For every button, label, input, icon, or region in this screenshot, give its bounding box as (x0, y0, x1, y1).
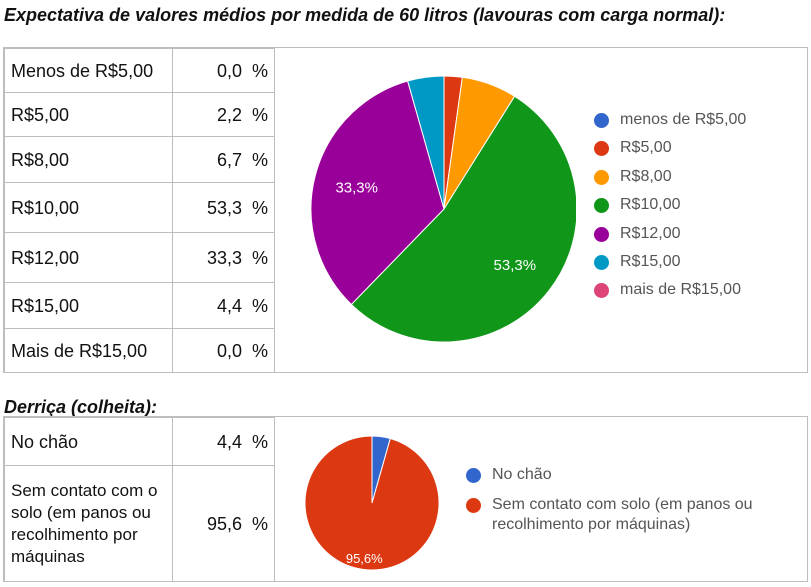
row-percent: 95,6 % (172, 465, 275, 582)
row-label: R$5,00 (4, 92, 173, 137)
pie-slice (350, 95, 576, 343)
section2-panel: No chão 4,4 % Sem contato com o solo (em… (3, 416, 808, 582)
section1-title: Expectativa de valores médios por medida… (4, 5, 726, 25)
row-percent: 4,4 % (172, 282, 275, 329)
section2-title: Derriça (colheita): (4, 397, 158, 417)
table-row: R$8,00 6,7 % (4, 136, 275, 183)
legend-item: Sem contato com solo (em panos ou recolh… (466, 496, 796, 533)
table-row: Mais de R$15,00 0,0 % (4, 328, 275, 373)
row-percent: 0,0 % (172, 328, 275, 373)
legend-item: R$10,00 (594, 196, 804, 225)
legend-item: No chão (466, 466, 796, 497)
legend-label: menos de R$5,00 (620, 111, 747, 128)
legend-label: No chão (492, 466, 552, 483)
legend-item: menos de R$5,00 (594, 111, 804, 140)
pie-slice (407, 75, 445, 210)
legend-item: R$5,00 (594, 139, 804, 168)
legend-label: R$8,00 (620, 167, 672, 185)
legend-swatch (594, 169, 609, 185)
legend-item: mais de R$15,00 (594, 281, 804, 310)
legend-item: R$8,00 (594, 167, 804, 197)
table-row: Menos de R$5,00 0,0 % (4, 48, 275, 93)
legend-label: R$15,00 (620, 252, 681, 270)
table-row: R$10,00 53,3 % (4, 182, 275, 233)
legend-swatch (594, 254, 609, 270)
legend-label: R$10,00 (620, 196, 681, 214)
row-label: R$12,00 (4, 232, 173, 283)
legend-swatch (466, 498, 481, 513)
price-pie-svg: 53,3% 33,3% (310, 75, 576, 343)
legend-swatch (466, 468, 481, 483)
slice-label: 33,3% (335, 179, 378, 196)
section1-panel: Menos de R$5,00 0,0 % R$5,00 2,2 % R$8,0… (3, 47, 808, 373)
pie-slice (310, 80, 445, 306)
row-percent: 53,3 % (172, 182, 275, 233)
slice-label: 53,3% (494, 257, 537, 274)
table-row: R$15,00 4,4 % (4, 282, 275, 329)
legend-label: R$12,00 (620, 224, 681, 242)
legend-swatch (594, 283, 609, 299)
row-label: R$8,00 (4, 136, 173, 183)
row-label: Menos de R$5,00 (4, 48, 173, 93)
slice-label: 95,6% (346, 551, 383, 566)
legend-item: R$15,00 (594, 252, 804, 282)
row-label: No chão (4, 417, 173, 466)
legend-label: R$5,00 (620, 139, 672, 157)
row-label: R$10,00 (4, 182, 173, 233)
table-row: R$12,00 33,3 % (4, 232, 275, 283)
row-label: Sem contato com o solo (em panos ou reco… (4, 465, 173, 582)
legend-item: R$12,00 (594, 224, 804, 254)
harvest-pie-chart: 95,6% No chão Sem contato com solo (em pa… (276, 417, 806, 581)
legend-swatch (594, 198, 609, 214)
row-percent: 33,3 % (172, 232, 275, 283)
harvest-table: No chão 4,4 % Sem contato com o solo (em… (4, 417, 275, 582)
row-percent: 2,2 % (172, 92, 275, 137)
legend-label: Sem contato com solo (em panos ou recolh… (492, 496, 753, 533)
legend-swatch (594, 113, 609, 128)
harvest-pie-svg: 95,6% (304, 435, 440, 571)
row-percent: 0,0 % (172, 48, 275, 93)
legend-swatch (594, 226, 609, 242)
legend-label: mais de R$15,00 (620, 281, 741, 299)
row-percent: 4,4 % (172, 417, 275, 466)
price-pie-chart: 53,3% 33,3% menos de R$5,00 R$5,00 R$8,00 R$… (276, 48, 806, 372)
values-table: Menos de R$5,00 0,0 % R$5,00 2,2 % R$8,0… (4, 48, 275, 373)
table-row: Sem contato com o solo (em panos ou reco… (4, 465, 275, 582)
legend-swatch (594, 141, 609, 157)
price-chart-legend: menos de R$5,00 R$5,00 R$8,00 R$10,00 R$12,0… (594, 111, 804, 311)
pie-slice (304, 435, 440, 571)
row-label: R$15,00 (4, 282, 173, 329)
row-percent: 6,7 % (172, 136, 275, 183)
table-row: No chão 4,4 % (4, 417, 275, 466)
row-label: Mais de R$15,00 (4, 328, 173, 373)
harvest-chart-legend: No chão Sem contato com solo (em panos ou… (466, 466, 796, 533)
table-row: R$5,00 2,2 % (4, 92, 275, 137)
